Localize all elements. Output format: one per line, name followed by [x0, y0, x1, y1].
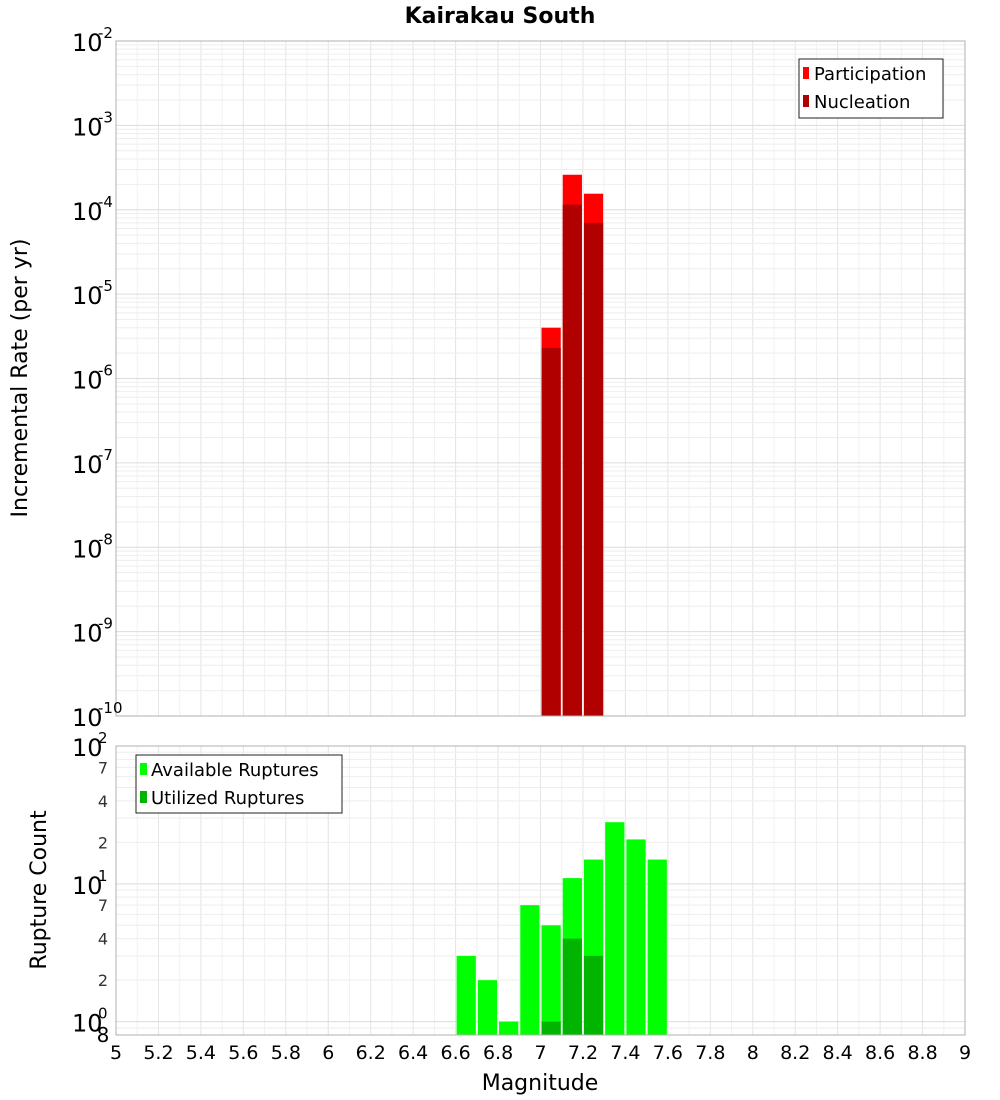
legend-label: Utilized Ruptures	[151, 788, 304, 809]
y-minor-tick-label: 4	[98, 930, 108, 949]
legend-box	[798, 58, 944, 119]
x-axis-label: Magnitude	[482, 1071, 599, 1096]
x-tick-label: 5.2	[143, 1042, 173, 1064]
bottom-y-axis-label: Rupture Count	[27, 810, 52, 970]
y-minor-tick-label: 2	[98, 833, 108, 852]
y-tick-label-exponent: -10	[98, 699, 123, 717]
y-tick-label-exponent: -3	[98, 108, 113, 126]
x-tick-label: 8.6	[865, 1042, 895, 1064]
legend-label: Available Ruptures	[151, 760, 319, 781]
bottom-bars	[456, 822, 667, 1035]
bar-nucleation	[562, 204, 582, 717]
y-tick-label-exponent: -4	[98, 193, 113, 211]
y-tick-label-exponent: -5	[98, 277, 113, 295]
bar-available-ruptures	[541, 925, 561, 1035]
y-tick-label: 10	[72, 198, 103, 226]
x-tick-label: 6.4	[398, 1042, 428, 1064]
top-plot-frame	[115, 40, 966, 717]
x-tick-label: 6.6	[440, 1042, 470, 1064]
top-grid	[115, 40, 966, 717]
y-tick-label-exponent: -8	[98, 530, 113, 548]
bottom-legend: Available Ruptures Utilized Ruptures	[135, 754, 343, 814]
y-tick-label-exponent: -9	[98, 615, 113, 633]
y-minor-tick-label: 4	[98, 792, 108, 811]
bar-utilized-ruptures	[541, 1021, 561, 1035]
x-tick-label: 5.8	[271, 1042, 301, 1064]
y-tick-label: 10	[72, 113, 103, 141]
x-tick-label: 8	[747, 1042, 759, 1064]
y-tick-label-exponent: 1	[98, 867, 108, 885]
y-tick-label: 10	[72, 620, 103, 648]
legend-box	[135, 754, 343, 814]
legend-label: Participation	[814, 64, 926, 85]
x-tick-label: 8.2	[780, 1042, 810, 1064]
legend-label: Nucleation	[814, 92, 910, 113]
legend-swatch	[140, 791, 147, 803]
y-tick-label: 10	[72, 367, 103, 395]
x-tick-label: 6.2	[356, 1042, 386, 1064]
x-tick-label: 9	[959, 1042, 971, 1064]
x-tick-label: 7.6	[653, 1042, 683, 1064]
y-minor-tick-label: 7	[98, 896, 108, 915]
chart-title: Kairakau South	[405, 4, 596, 29]
x-tick-label: 7	[534, 1042, 546, 1064]
bar-nucleation	[583, 222, 604, 716]
bottom-plot-frame	[115, 745, 966, 1036]
y-tick-label: 10	[72, 451, 103, 479]
bar-available-ruptures	[647, 859, 667, 1035]
x-tick-label: 5	[110, 1042, 122, 1064]
y-tick-label: 10	[72, 734, 103, 762]
y-minor-tick-label: 8	[97, 1023, 110, 1047]
top-y-axis-label: Incremental Rate (per yr)	[8, 239, 33, 518]
x-tick-label: 5.4	[186, 1042, 216, 1064]
y-tick-label-exponent: -2	[98, 24, 113, 42]
x-tick-label: 6	[322, 1042, 334, 1064]
y-tick-label: 10	[72, 29, 103, 57]
y-tick-label: 10	[72, 704, 103, 732]
y-tick-label-exponent: -6	[98, 362, 113, 380]
top-legend: Participation Nucleation	[798, 58, 944, 119]
top-bars	[541, 174, 604, 717]
bar-available-ruptures	[626, 839, 646, 1035]
x-tick-label: 8.4	[823, 1042, 853, 1064]
x-tick-label: 7.2	[568, 1042, 598, 1064]
y-minor-tick-label: 7	[98, 758, 108, 777]
x-tick-label: 6.8	[483, 1042, 513, 1064]
y-tick-label-exponent: -7	[98, 446, 113, 464]
bar-available-ruptures	[520, 905, 540, 1035]
y-minor-tick-label: 2	[98, 971, 108, 990]
y-tick-label-exponent: 0	[98, 1005, 108, 1023]
y-tick-label-exponent: 2	[98, 729, 108, 747]
x-tick-label: 7.4	[610, 1042, 640, 1064]
x-tick-label: 8.8	[907, 1042, 937, 1064]
y-tick-label: 10	[72, 1010, 103, 1038]
x-tick-label: 7.8	[695, 1042, 725, 1064]
legend-swatch	[140, 763, 147, 775]
bar-available-ruptures	[605, 822, 625, 1035]
y-tick-label: 10	[72, 535, 103, 563]
bar-available-ruptures	[499, 1021, 519, 1035]
x-tick-label: 5.6	[228, 1042, 258, 1064]
legend-swatch	[803, 67, 809, 79]
bar-nucleation	[541, 347, 561, 716]
bar-utilized-ruptures	[583, 955, 604, 1035]
bar-available-ruptures	[477, 980, 498, 1035]
y-tick-label: 10	[72, 282, 103, 310]
y-tick-label: 10	[72, 872, 103, 900]
x-tick-labels: 5 5.2 5.4 5.6 5.8 6 6.2 6.4 6.6 6.8 7 7.2 7.4 7.6 7.8 8…	[110, 1042, 971, 1064]
bar-utilized-ruptures	[562, 938, 582, 1035]
legend-swatch	[803, 95, 809, 107]
bar-available-ruptures	[456, 955, 476, 1035]
